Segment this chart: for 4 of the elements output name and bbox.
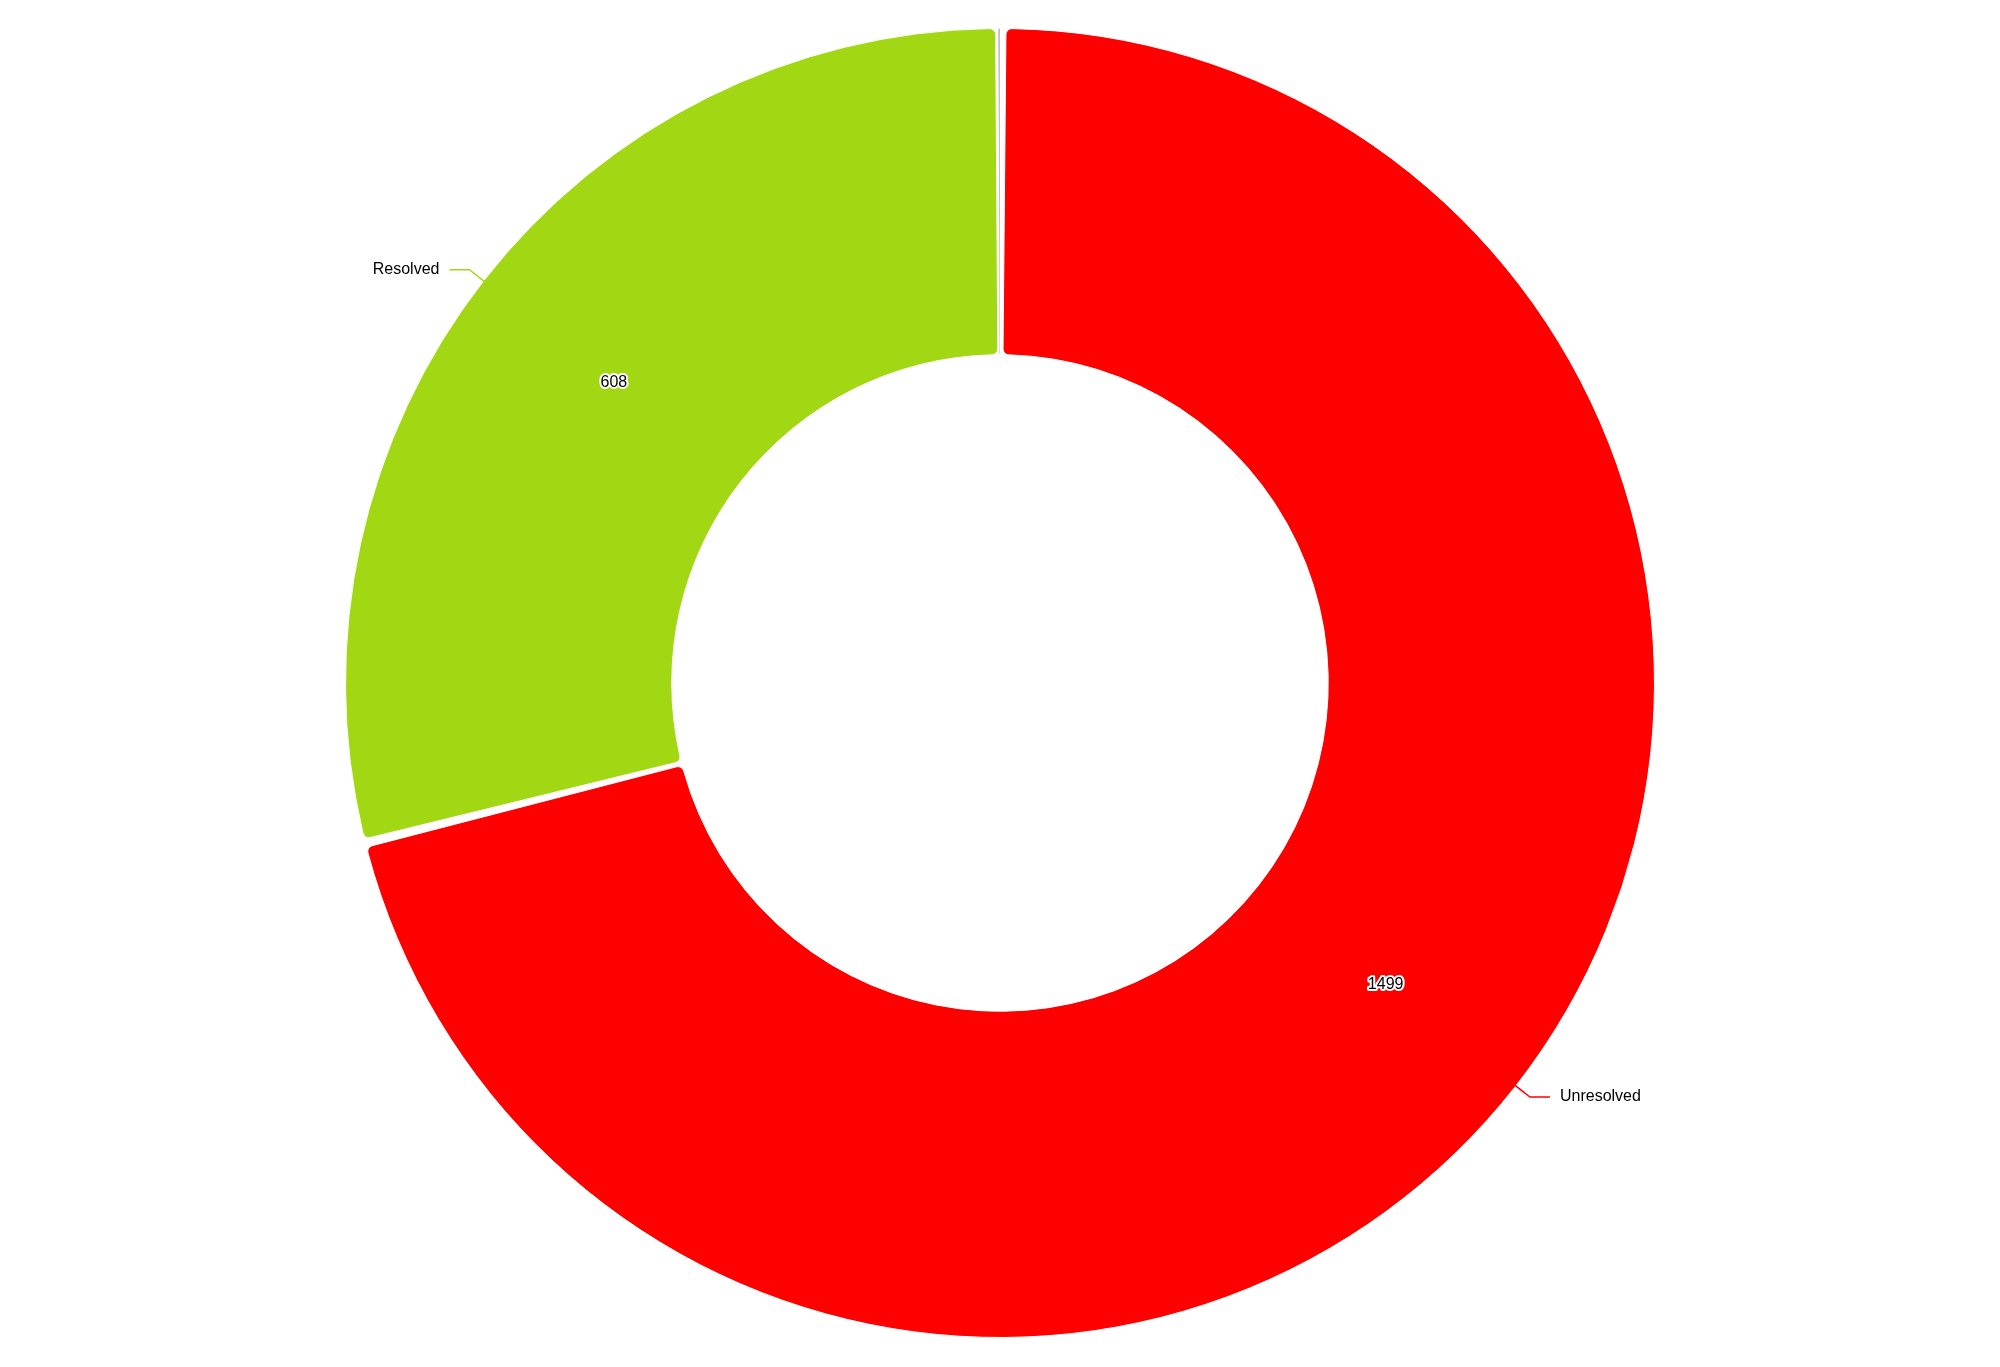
slice-label: Unresolved <box>1559 1087 1641 1105</box>
data-label: 608 <box>600 372 628 390</box>
data-label: 1499 <box>1367 974 1404 992</box>
slice-label: Resolved <box>372 260 440 278</box>
